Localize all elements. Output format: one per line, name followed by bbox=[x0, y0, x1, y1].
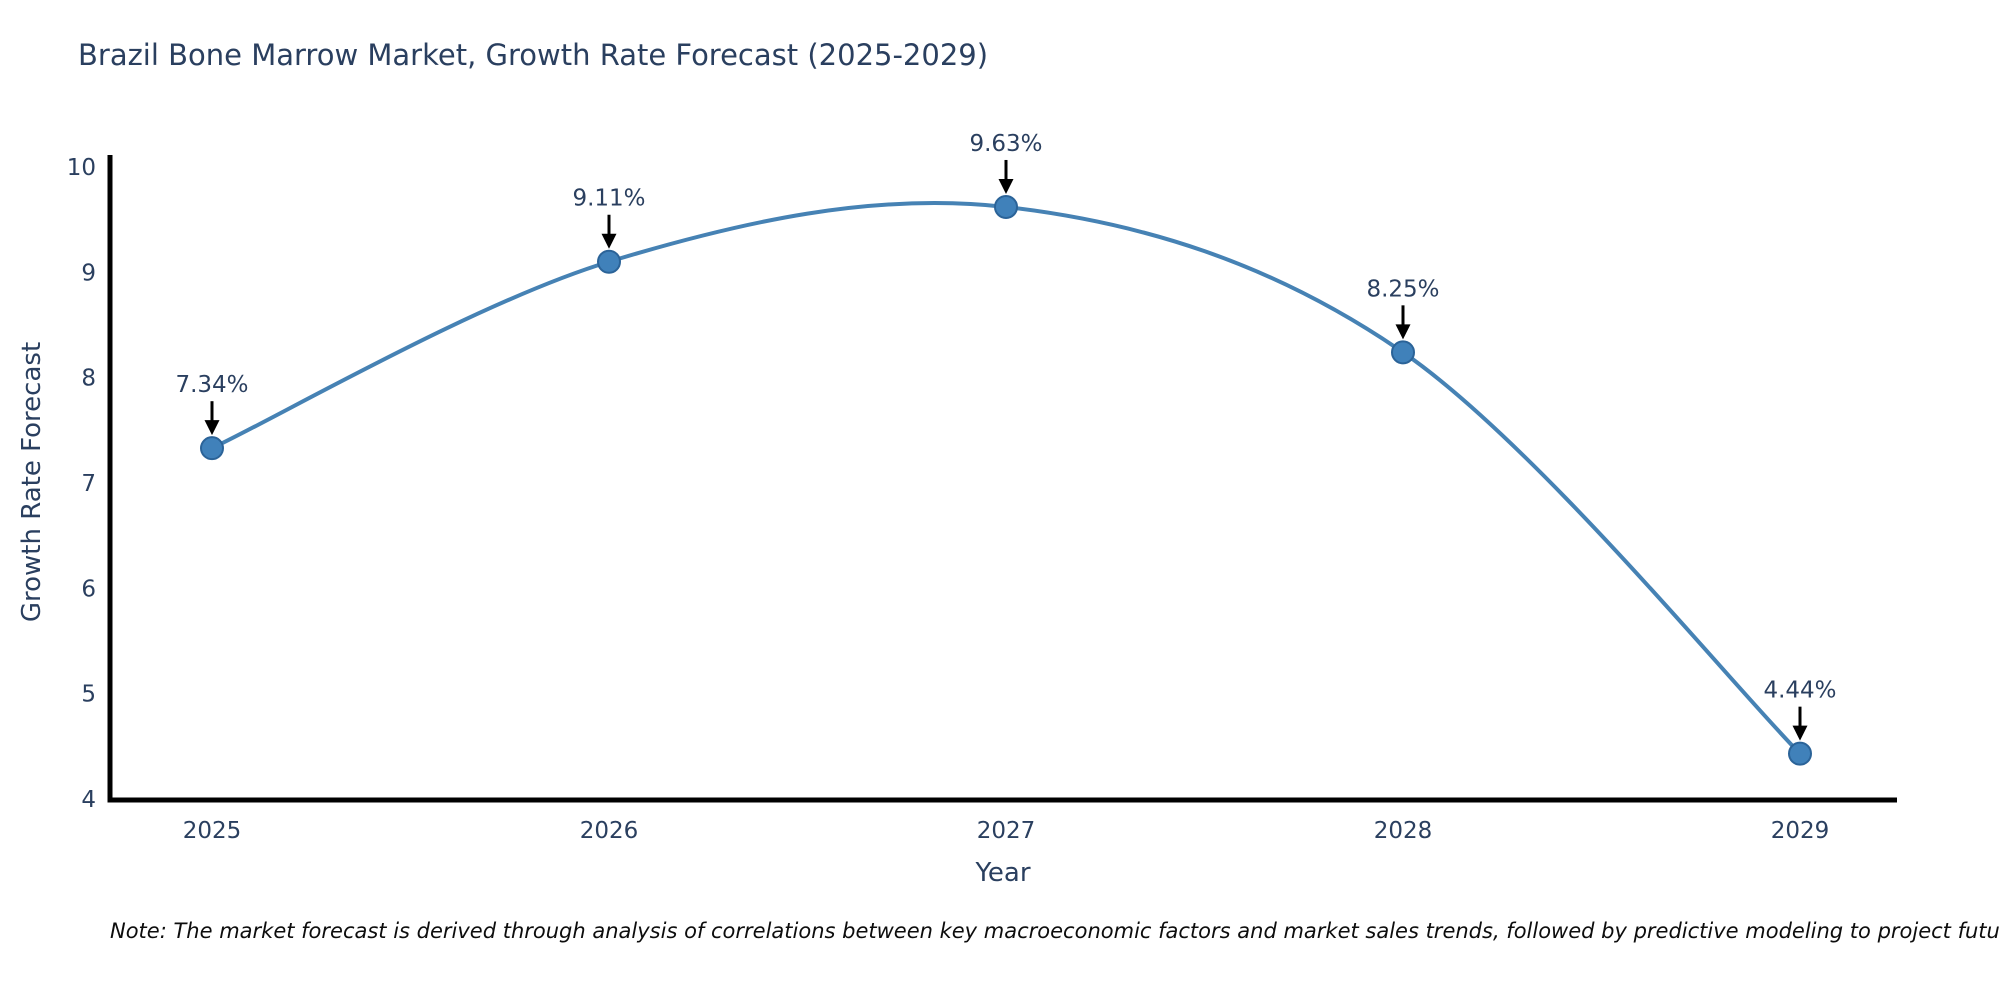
annotation-arrowhead bbox=[204, 420, 220, 436]
y-tick-label: 7 bbox=[81, 471, 96, 497]
x-tick-label: 2027 bbox=[977, 818, 1036, 844]
annotation-arrowhead bbox=[1395, 324, 1411, 340]
y-axis-title: Growth Rate Forecast bbox=[17, 341, 47, 623]
data-point-label: 8.25% bbox=[1366, 276, 1439, 302]
chart-title: Brazil Bone Marrow Market, Growth Rate F… bbox=[78, 38, 989, 72]
x-tick-label: 2025 bbox=[183, 818, 242, 844]
y-tick-label: 9 bbox=[81, 260, 96, 286]
annotation-arrowhead bbox=[601, 233, 617, 249]
annotation-arrowhead bbox=[998, 178, 1014, 194]
y-tick-label: 10 bbox=[67, 155, 96, 181]
annotation-arrowhead bbox=[1792, 725, 1808, 741]
y-tick-label: 6 bbox=[81, 576, 96, 602]
y-tick-label: 4 bbox=[81, 787, 96, 813]
growth-rate-line bbox=[211, 200, 1802, 756]
y-tick-label: 5 bbox=[81, 682, 96, 708]
data-point-marker bbox=[200, 436, 224, 461]
x-tick-label: 2029 bbox=[1771, 818, 1830, 844]
x-axis-title: Year bbox=[975, 858, 1031, 888]
footnote: Note: The market forecast is derived thr… bbox=[110, 919, 2000, 943]
data-point-marker bbox=[994, 194, 1018, 219]
data-point-label: 7.34% bbox=[175, 372, 248, 398]
data-point-marker bbox=[597, 249, 621, 274]
data-point-marker bbox=[1788, 741, 1812, 766]
data-point-label: 4.44% bbox=[1763, 678, 1836, 704]
data-point-marker bbox=[1391, 340, 1415, 365]
data-point-label: 9.63% bbox=[969, 131, 1042, 157]
x-tick-label: 2026 bbox=[580, 818, 639, 844]
data-point-label: 9.11% bbox=[572, 186, 645, 212]
x-tick-label: 2028 bbox=[1374, 818, 1433, 844]
y-tick-label: 8 bbox=[81, 366, 96, 392]
